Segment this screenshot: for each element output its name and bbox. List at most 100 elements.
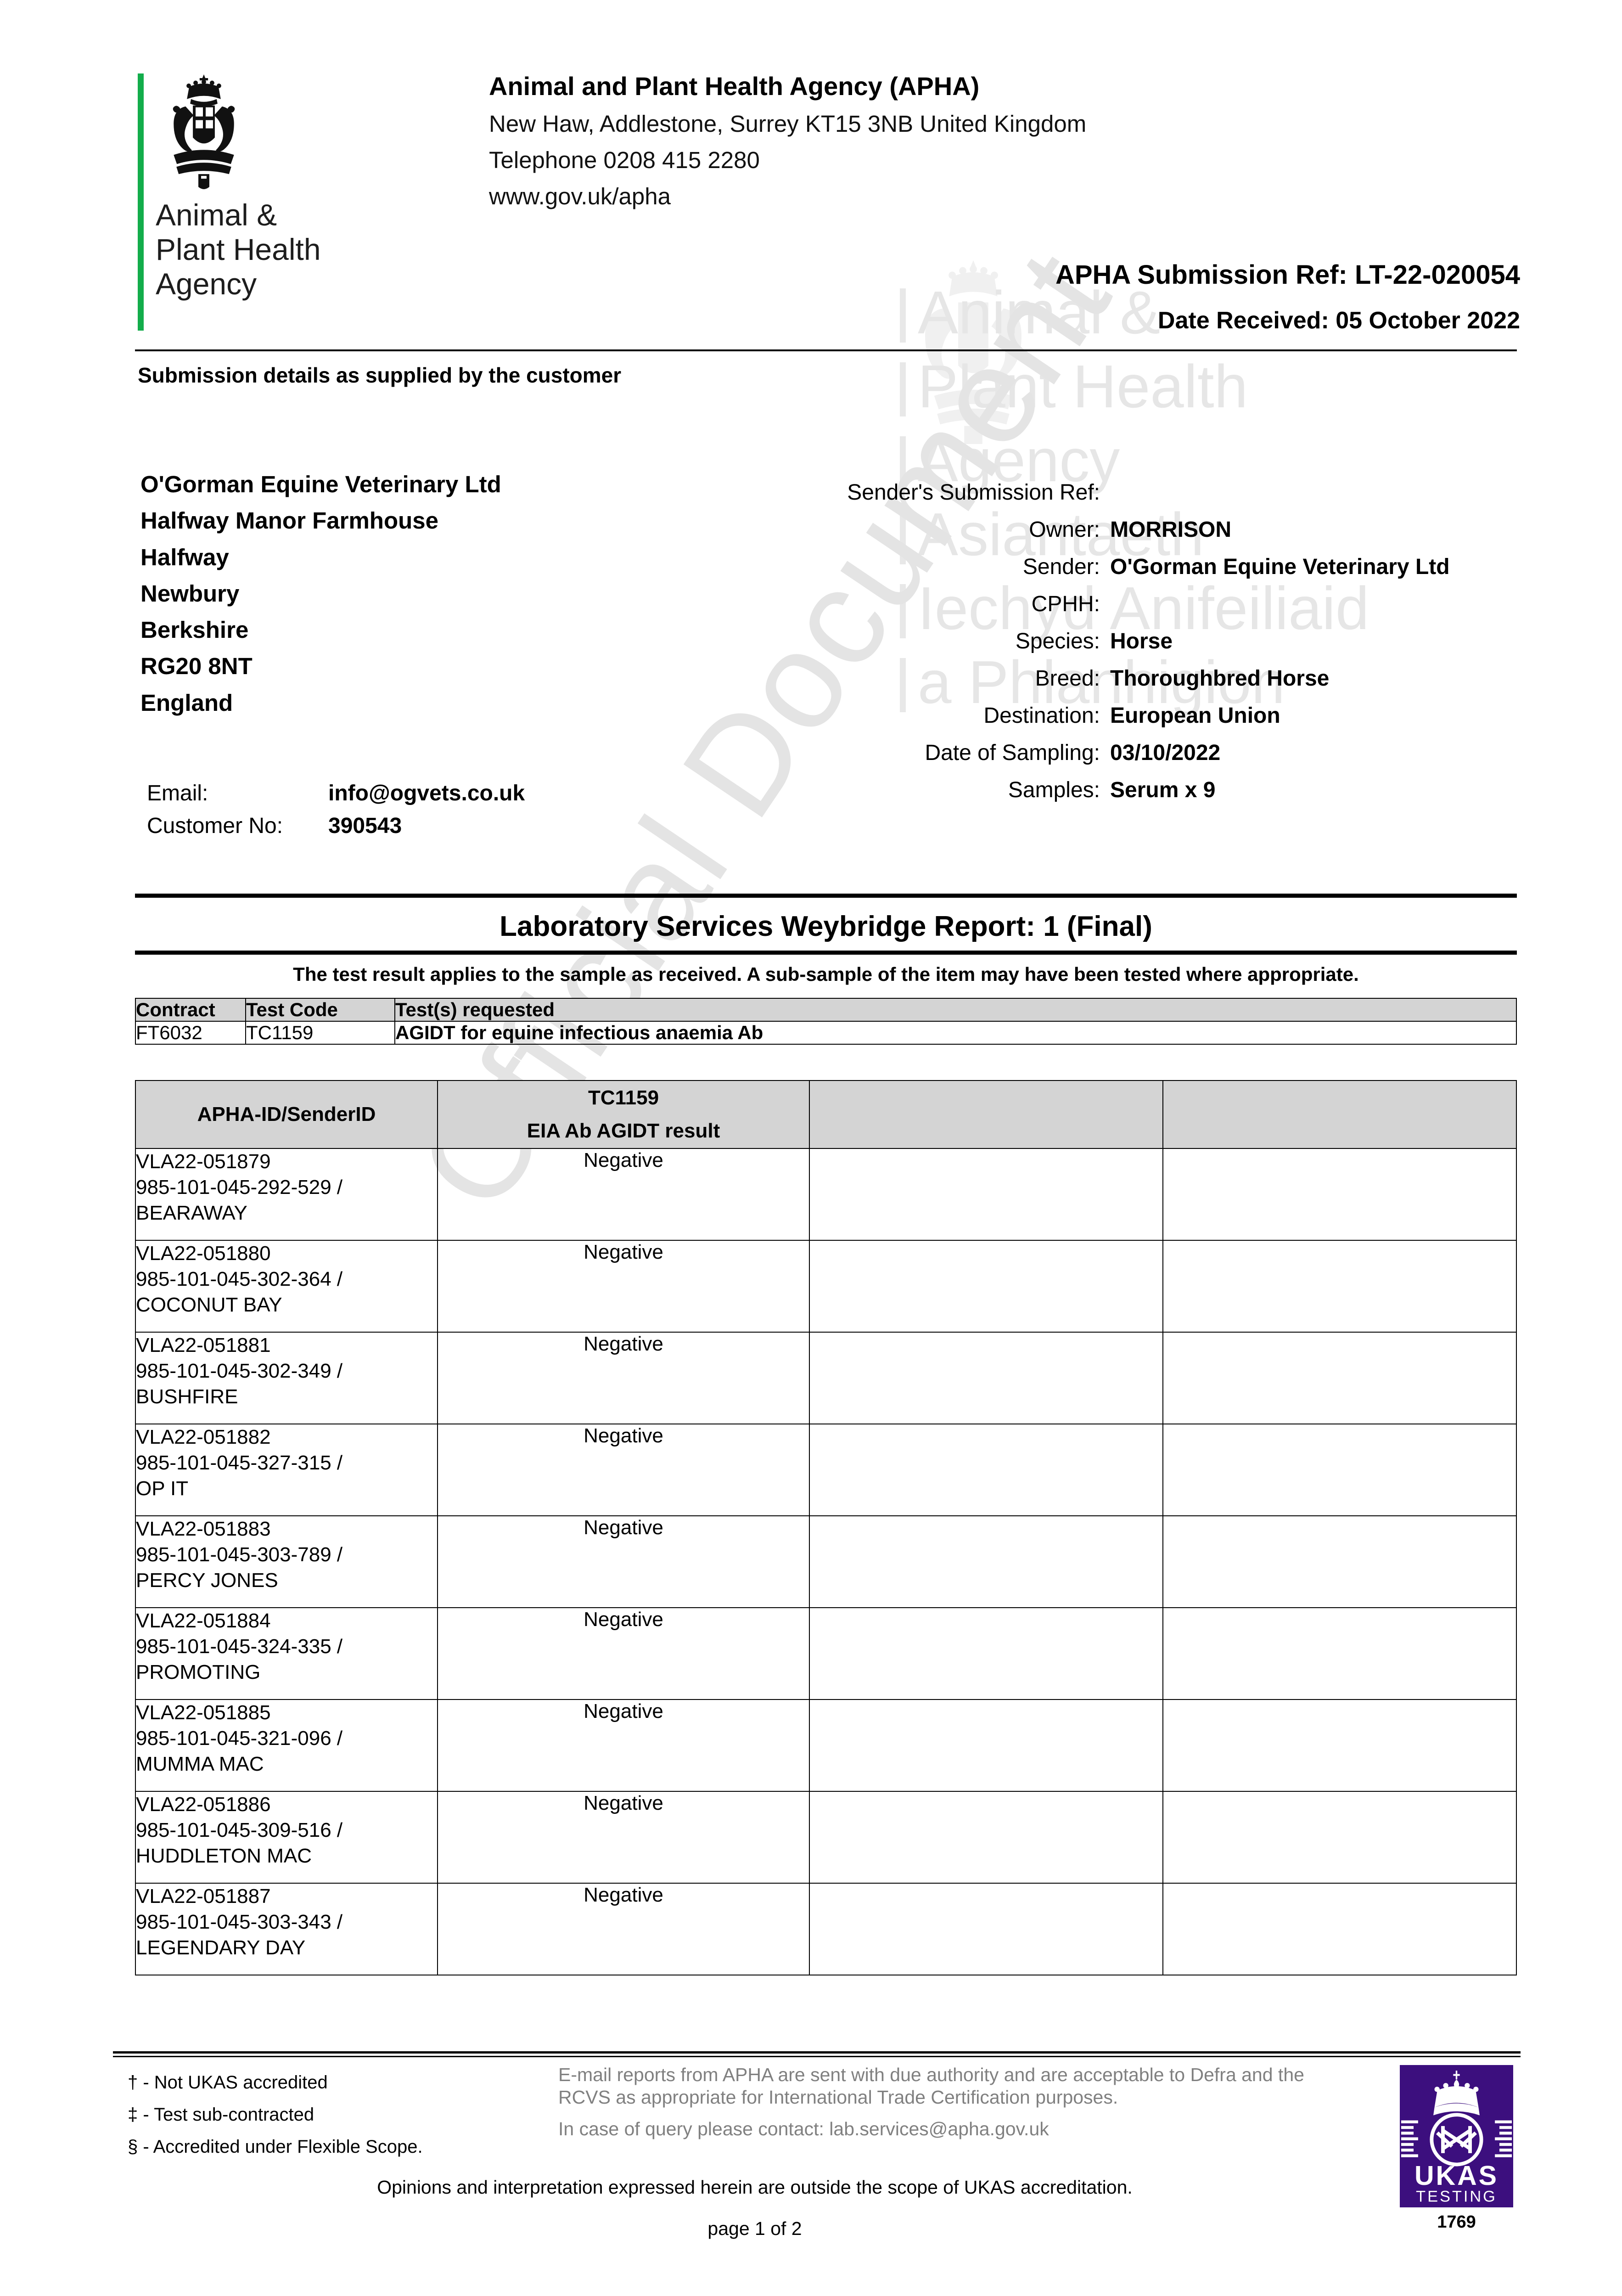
cell-sample-id: VLA22-051887 985-101-045-303-343 / LEGEN… [135, 1883, 438, 1975]
logo-green-bar [138, 73, 144, 331]
apha-id: VLA22-051884 [136, 1609, 271, 1632]
cell-empty-4 [1162, 1607, 1517, 1700]
organisation-website[interactable]: www.gov.uk/apha [489, 183, 671, 209]
page-number: page 1 of 2 [707, 2218, 802, 2239]
apha-id: VLA22-051886 [136, 1793, 271, 1816]
cell-result: Negative [437, 1607, 810, 1700]
organisation-name: Animal and Plant Health Agency (APHA) [489, 72, 980, 101]
organisation-telephone: Telephone 0208 415 2280 [489, 147, 760, 173]
address-line: Halfway Manor Farmhouse [140, 507, 438, 534]
opinions-disclaimer: Opinions and interpretation expressed he… [377, 2177, 1133, 2198]
cell-test-code: TC1159 [245, 1021, 395, 1045]
cell-empty-4 [1162, 1515, 1517, 1608]
email-report-note: E-mail reports from APHA are sent with d… [558, 2064, 1311, 2149]
animal-name: BEARAWAY [136, 1201, 247, 1224]
apha-id: VLA22-051887 [136, 1885, 271, 1908]
cell-result: Negative [437, 1883, 810, 1975]
cell-result: Negative [437, 1791, 810, 1884]
apha-id: VLA22-051883 [136, 1518, 271, 1540]
sender-id: 985-101-045-309-516 / [136, 1818, 343, 1841]
table-row: VLA22-051885 985-101-045-321-096 / MUMMA… [135, 1699, 1517, 1792]
address-line: O'Gorman Equine Veterinary Ltd [140, 471, 501, 497]
th-empty-4 [1162, 1080, 1517, 1149]
cell-tests-requested: AGIDT for equine infectious anaemia Ab [394, 1021, 1517, 1045]
sender-id: 985-101-045-302-349 / [136, 1359, 343, 1382]
th-test-result-column: TC1159 EIA Ab AGIDT result [437, 1080, 810, 1149]
cell-result: Negative [437, 1699, 810, 1792]
animal-name: PROMOTING [136, 1660, 261, 1683]
meta-value: European Union [1110, 703, 1280, 728]
sender-id: 985-101-045-324-335 / [136, 1635, 343, 1658]
email-note-paragraph-1: E-mail reports from APHA are sent with d… [558, 2064, 1304, 2108]
cell-sample-id: VLA22-051882 985-101-045-327-315 / OP IT [135, 1424, 438, 1516]
report-title-divider-bottom [135, 951, 1517, 955]
meta-row-samples: Samples: Serum x 9 [808, 777, 1450, 803]
cell-sample-id: VLA22-051884 985-101-045-324-335 / PROMO… [135, 1607, 438, 1700]
apha-id: VLA22-051882 [136, 1426, 271, 1448]
table-row: VLA22-051886 985-101-045-309-516 / HUDDL… [135, 1791, 1517, 1884]
address-line: RG20 8NT [140, 653, 253, 680]
cell-empty-3 [809, 1699, 1163, 1792]
cell-empty-4 [1162, 1148, 1517, 1241]
cell-result: Negative [437, 1148, 810, 1241]
cell-result: Negative [437, 1240, 810, 1333]
logo-wordmark: Animal & Plant Health Agency [156, 198, 321, 302]
footer-divider-2 [113, 2056, 1521, 2057]
cell-empty-4 [1162, 1699, 1517, 1792]
apha-logo: Animal & Plant Health Agency [138, 73, 321, 331]
cell-sample-id: VLA22-051886 985-101-045-309-516 / HUDDL… [135, 1791, 438, 1884]
meta-value: O'Gorman Equine Veterinary Ltd [1110, 555, 1450, 579]
note-not-ukas-accredited: † - Not UKAS accredited [128, 2072, 328, 2093]
sender-id: 985-101-045-303-343 / [136, 1910, 343, 1933]
svg-text:TESTING: TESTING [1416, 2188, 1497, 2206]
cell-empty-4 [1162, 1791, 1517, 1884]
report-title-divider-top [135, 894, 1517, 898]
meta-value: MORRISON [1110, 518, 1231, 542]
animal-name: COCONUT BAY [136, 1293, 282, 1316]
logo-word-line-3: Agency [156, 267, 257, 301]
svg-text:UKAS: UKAS [1414, 2161, 1499, 2191]
table-row: VLA22-051879 985-101-045-292-529 / BEARA… [135, 1148, 1517, 1241]
apha-id: VLA22-051879 [136, 1150, 271, 1173]
meta-row-species: Species: Horse [808, 629, 1450, 654]
ukas-crown-icon: UKAS TESTING [1401, 2071, 1512, 2206]
meta-key: Samples: [1008, 778, 1100, 802]
note-test-sub-contracted: ‡ - Test sub-contracted [128, 2105, 314, 2125]
royal-coat-of-arms-icon [173, 74, 235, 190]
sender-id: 985-101-045-321-096 / [136, 1727, 343, 1750]
customer-no-label: Customer No: [147, 814, 283, 838]
cell-result: Negative [437, 1332, 810, 1424]
table-row: VLA22-051880 985-101-045-302-364 / COCON… [135, 1240, 1517, 1333]
cell-empty-3 [809, 1515, 1163, 1608]
cell-empty-4 [1162, 1332, 1517, 1424]
cell-contract: FT6032 [135, 1021, 246, 1045]
th-tests-requested: Test(s) requested [394, 998, 1517, 1022]
meta-row-cphh: CPHH: [808, 591, 1450, 617]
sender-id: 985-101-045-302-364 / [136, 1267, 343, 1290]
cell-empty-3 [809, 1148, 1163, 1241]
customer-address: O'Gorman Equine Veterinary Ltd Halfway M… [140, 466, 501, 721]
meta-row-sender: Sender: O'Gorman Equine Veterinary Ltd [808, 554, 1450, 580]
meta-value: Horse [1110, 629, 1173, 653]
cell-result: Negative [437, 1515, 810, 1608]
meta-key: Date of Sampling: [925, 741, 1100, 765]
table-header-row: Contract Test Code Test(s) requested [135, 998, 1517, 1022]
cell-sample-id: VLA22-051881 985-101-045-302-349 / BUSHF… [135, 1332, 438, 1424]
meta-key: CPHH: [1031, 592, 1100, 616]
header-divider [135, 349, 1517, 351]
email-value[interactable]: info@ogvets.co.uk [328, 781, 525, 805]
cell-empty-3 [809, 1424, 1163, 1516]
contract-table: Contract Test Code Test(s) requested FT6… [135, 998, 1517, 1045]
submission-meta-list: Sender's Submission Ref: Owner: MORRISON… [808, 480, 1450, 815]
animal-name: LEGENDARY DAY [136, 1936, 306, 1959]
results-table: APHA-ID/SenderID TC1159 EIA Ab AGIDT res… [135, 1080, 1517, 1975]
accreditation-notes: † - Not UKAS accredited ‡ - Test sub-con… [128, 2073, 423, 2170]
footer-divider-1 [113, 2051, 1521, 2054]
apha-id: VLA22-051880 [136, 1242, 271, 1265]
apha-id: VLA22-051885 [136, 1701, 271, 1724]
cell-empty-3 [809, 1791, 1163, 1884]
cell-result: Negative [437, 1424, 810, 1516]
address-line: Berkshire [140, 617, 249, 643]
cell-empty-3 [809, 1240, 1163, 1333]
